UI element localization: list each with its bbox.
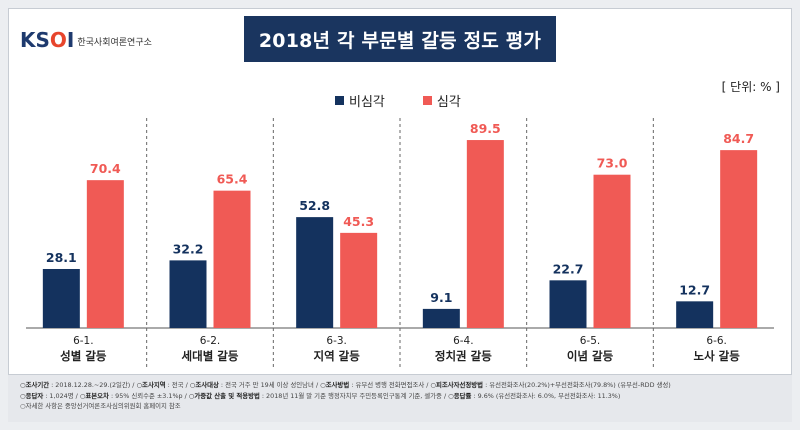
line2-key-3: ○응답률: [448, 391, 472, 400]
footer-line-1: ○조사기간 : 2018.12.28.~29.(2일간) / ○조사지역 : 전…: [20, 380, 782, 391]
legend-label-serious: 심각: [436, 95, 461, 110]
line2-key-0: ○응답자: [20, 391, 44, 400]
data-label-serious: 73.0: [597, 156, 628, 171]
line1-key-2: ○조사대상: [189, 381, 219, 389]
line1-value-2: : 전국 거주 만 19세 이상 성인남녀 /: [218, 381, 321, 389]
line2-value-2: : 2018년 11월 말 기준 행정자치부 주민등록인구통계 기준, 셀가중 …: [259, 391, 449, 400]
legend-swatch-non-serious: [335, 96, 344, 105]
bar-serious: [720, 150, 758, 328]
bar-non-serious: [169, 260, 207, 328]
footer-line-2: ○응답자 : 1,024명 / ○표본오차 : 95% 신뢰수준 ±3.1%p …: [20, 391, 782, 402]
data-label-non-serious: 32.2: [173, 241, 204, 256]
line2-key-2: ○가중값 산출 및 적용방법: [188, 391, 260, 400]
line1-key-3: ○조사방법: [320, 381, 350, 389]
data-label-serious: 45.3: [343, 214, 374, 229]
line2-value-0: : 1,024명 /: [43, 391, 80, 400]
data-label-non-serious: 22.7: [553, 261, 584, 276]
data-label-non-serious: 52.8: [299, 198, 330, 213]
bar-non-serious: [549, 280, 587, 328]
category-label: 이념 갈등: [567, 349, 614, 363]
unit-label: [ 단위: % ]: [721, 80, 780, 94]
data-label-non-serious: 28.1: [46, 250, 77, 265]
data-label-serious: 89.5: [470, 121, 501, 136]
data-label-non-serious: 9.1: [430, 290, 452, 305]
line1-value-0: : 2018.12.28.~29.(2일간) /: [49, 381, 137, 389]
category-label: 정치권 갈등: [435, 349, 492, 363]
category-code: 6-6.: [706, 335, 727, 347]
logo-mark: KSOI: [20, 28, 75, 52]
line2-value-3: : 9.6% (유선전화조사: 6.0%, 무선전화조사: 11.3%): [471, 391, 621, 400]
line1-value-4: : 유선전화조사(20.2%)+무선전화조사(79.8%) (유무선-RDD 생…: [483, 381, 671, 389]
bar-serious: [593, 174, 631, 328]
legend-item-serious: 심각: [422, 91, 461, 110]
category-label: 세대별 갈등: [182, 349, 239, 363]
data-label-serious: 70.4: [90, 161, 121, 176]
ksoi-logo: KSOI 한국사회여론연구소: [20, 28, 152, 52]
category-label: 노사 갈등: [694, 349, 741, 363]
line1-value-3: : 유무선 병행 전화면접조사 /: [349, 381, 431, 389]
category-code: 6-4.: [453, 335, 474, 347]
bar-serious: [466, 140, 504, 328]
legend-label-non-serious: 비심각: [349, 95, 385, 110]
category-code: 6-1.: [73, 335, 94, 347]
bar-serious: [340, 232, 378, 328]
line1-value-1: : 전국 /: [165, 381, 190, 389]
line1-key-4: ○피조사자선정방법: [430, 381, 484, 389]
data-label-serious: 65.4: [217, 172, 248, 187]
line1-key-1: ○조사지역: [136, 381, 166, 389]
category-label: 성별 갈등: [60, 349, 107, 363]
bar-serious: [213, 190, 251, 328]
category-label: 지역 갈등: [314, 349, 361, 363]
bar-non-serious: [296, 217, 334, 328]
survey-footer: ○조사기간 : 2018.12.28.~29.(2일간) / ○조사지역 : 전…: [8, 374, 792, 422]
logo-org-name: 한국사회여론연구소: [77, 38, 152, 48]
category-code: 6-2.: [200, 335, 221, 347]
bar-non-serious: [676, 301, 714, 328]
line2-key-1: ○표본오차: [79, 391, 109, 400]
legend: 비심각 심각: [335, 91, 461, 110]
chart-title: 2018년 각 부문별 갈등 정도 평가: [244, 16, 556, 62]
category-code: 6-5.: [580, 335, 601, 347]
bar-non-serious: [422, 308, 460, 328]
legend-item-non-serious: 비심각: [335, 91, 385, 110]
footer-line-3: ○자세한 사항은 중앙선거여론조사심의위원회 홈페이지 참조: [20, 402, 181, 410]
data-label-serious: 84.7: [723, 131, 754, 146]
data-label-non-serious: 12.7: [679, 282, 710, 297]
legend-swatch-serious: [422, 96, 432, 105]
line1-key-0: ○조사기간: [20, 381, 50, 389]
bar-serious: [86, 180, 124, 328]
category-code: 6-3.: [326, 335, 347, 347]
line2-value-1: : 95% 신뢰수준 ±3.1%p /: [108, 391, 189, 400]
bar-non-serious: [42, 268, 80, 328]
